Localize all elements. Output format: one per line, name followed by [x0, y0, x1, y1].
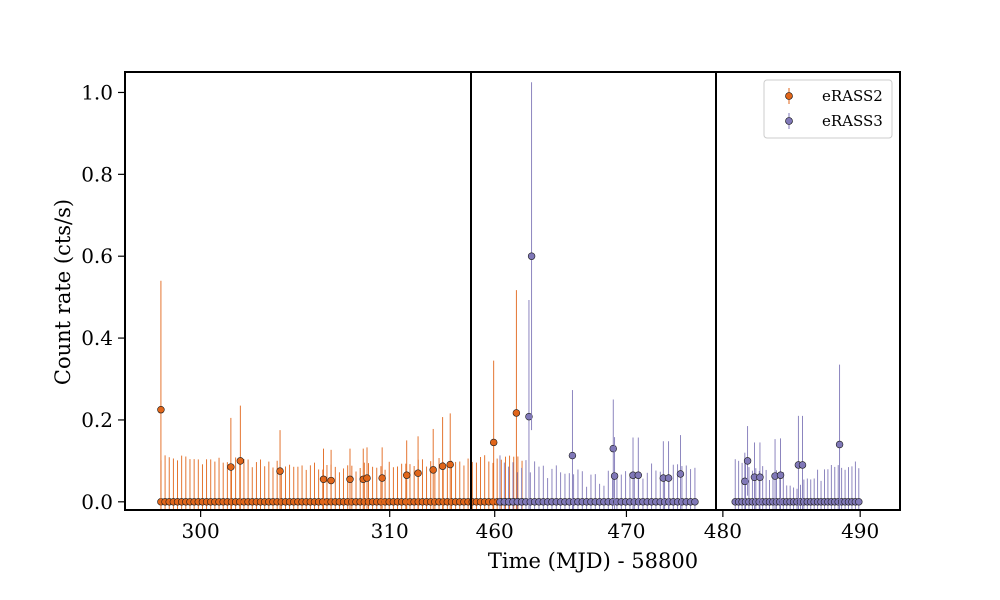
data-point [227, 463, 235, 471]
y-tick-label: 0.4 [81, 326, 113, 350]
data-point [363, 474, 371, 482]
data-point [741, 477, 749, 486]
y-tick-label: 0.0 [81, 490, 113, 514]
x-axis-label: Time (MJD) - 58800 [488, 549, 698, 573]
legend-erass2-label: eRASS2 [822, 87, 883, 105]
legend-erass3-label: eRASS3 [822, 112, 883, 130]
y-tick-label: 0.2 [81, 408, 113, 432]
data-point-zero [855, 498, 863, 506]
legend-erass3-marker [785, 117, 793, 125]
data-point [756, 473, 764, 481]
data-point [446, 460, 454, 469]
chart-marks [157, 82, 863, 510]
x-tick-label: 470 [607, 519, 645, 543]
legend: eRASS2 eRASS3 [763, 79, 893, 139]
data-point [346, 475, 354, 483]
data-point [429, 466, 437, 474]
legend-erass2-marker [785, 92, 793, 100]
y-tick-label: 1.0 [81, 80, 113, 104]
x-tick-label: 300 [182, 519, 220, 543]
data-point [568, 451, 577, 460]
data-point [319, 475, 328, 483]
data-point [512, 409, 521, 417]
data-point [776, 471, 785, 479]
y-tick-label: 0.8 [81, 162, 113, 186]
legend-frame [763, 79, 893, 139]
data-point [378, 474, 386, 482]
data-point [489, 438, 498, 447]
panel-frames [124, 71, 901, 511]
data-point [743, 457, 752, 465]
data-point [525, 412, 533, 421]
data-point [414, 469, 422, 477]
data-point [835, 440, 844, 449]
data-point [438, 462, 447, 470]
data-point [236, 457, 245, 465]
x-tick-label: 310 [371, 519, 409, 543]
x-tick-label: 480 [704, 519, 742, 543]
data-point [676, 470, 685, 478]
y-tick-label: 0.6 [81, 244, 113, 268]
data-point [610, 472, 619, 480]
data-point [609, 444, 617, 453]
data-point [664, 474, 673, 482]
data-point [157, 406, 165, 414]
data-point [634, 471, 642, 479]
axis-ticks: 300 310 460 470 480 490 0.0 0.2 0.4 0.6 0.8 1.0 [81, 80, 879, 543]
x-tick-label: 460 [476, 519, 514, 543]
y-axis-label: Count rate (cts/s) [51, 199, 75, 385]
plot-frame [124, 71, 901, 511]
data-point [527, 252, 536, 260]
data-point [327, 476, 335, 485]
data-point [403, 471, 411, 479]
data-point [798, 461, 807, 469]
data-point [276, 467, 284, 475]
x-tick-label: 490 [841, 519, 879, 543]
data-point-zero [691, 498, 699, 506]
